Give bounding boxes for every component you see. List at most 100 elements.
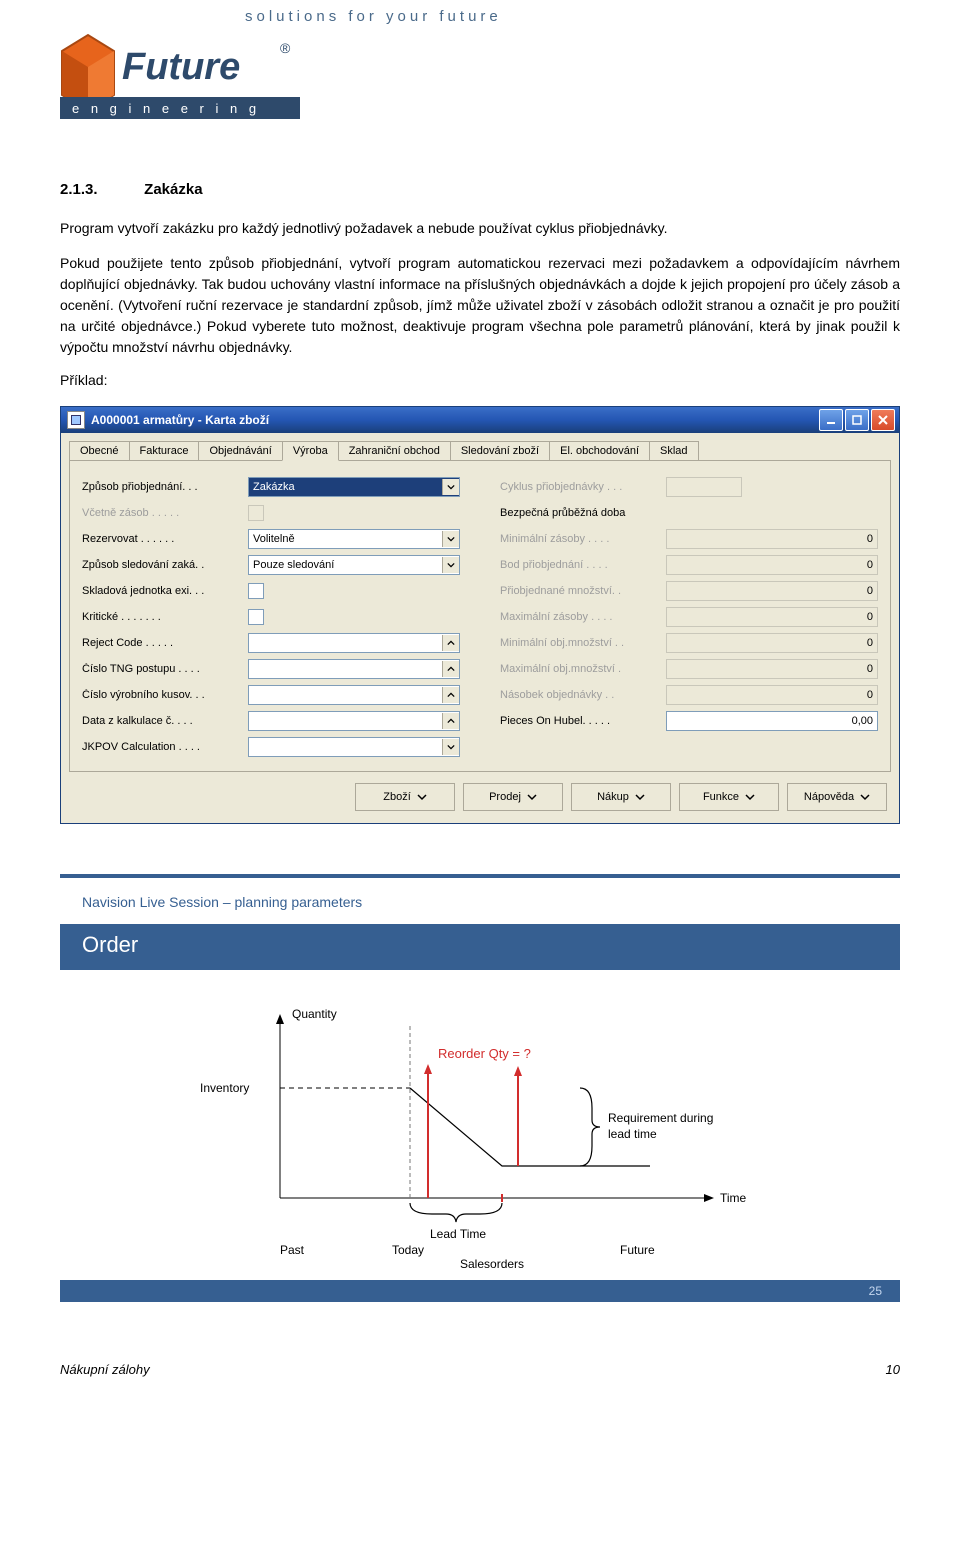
form-right-column: Cyklus přiobjednávky . . .Bezpečná průbě…: [500, 475, 878, 761]
dropdown-arrow-icon[interactable]: [442, 739, 459, 755]
field-label: Rezervovat . . . . . .: [82, 533, 242, 545]
numeric-field: 0: [666, 685, 878, 705]
prodej-button[interactable]: Prodej: [463, 783, 563, 811]
field-label: Způsob sledování zaká. .: [82, 559, 242, 571]
numeric-field: 0: [666, 659, 878, 679]
tab-page: Způsob přiobjednání. . . Zakázka Včetně zá…: [69, 460, 891, 772]
svg-text:Today: Today: [392, 1243, 424, 1257]
form-row: Způsob přiobjednání. . . Zakázka: [82, 475, 460, 499]
live-caption: Navision Live Session – planning paramet…: [60, 878, 900, 924]
field-label: Data z kalkulace č. . . .: [82, 715, 242, 727]
field-label: Násobek objednávky . .: [500, 689, 660, 701]
svg-text:®: ®: [280, 40, 291, 56]
svg-text:Future: Future: [122, 46, 240, 88]
field-label: Pieces On Hubel. . . . .: [500, 715, 660, 727]
dropdown-field[interactable]: Volitelně: [248, 529, 460, 549]
svg-text:Requirement during: Requirement during: [608, 1111, 713, 1125]
footer-right: 10: [886, 1362, 900, 1377]
section-title: Zakázka: [144, 181, 202, 198]
field-label: Minimální zásoby . . . .: [500, 533, 660, 545]
form-row: Reject Code . . . . .: [82, 631, 460, 655]
n-kup-button[interactable]: Nákup: [571, 783, 671, 811]
dropdown-field[interactable]: Zakázka: [248, 477, 460, 497]
svg-text:lead time: lead time: [608, 1127, 657, 1141]
form-left-column: Způsob přiobjednání. . . Zakázka Včetně zá…: [82, 475, 460, 761]
form-row: Maximální obj.množství . 0: [500, 657, 878, 681]
n-pov-da-button[interactable]: Nápověda: [787, 783, 887, 811]
lookup-arrow-icon[interactable]: [442, 635, 459, 651]
svg-text:Future: Future: [620, 1243, 655, 1257]
lookup-arrow-icon[interactable]: [442, 661, 459, 677]
field-label: Maximální zásoby . . . .: [500, 611, 660, 623]
dropdown-field[interactable]: Pouze sledování: [248, 555, 460, 575]
field-label: Skladová jednotka exi. . .: [82, 585, 242, 597]
numeric-field: 0: [666, 633, 878, 653]
maximize-button[interactable]: [845, 409, 869, 431]
svg-text:Past: Past: [280, 1243, 305, 1257]
svg-text:Time: Time: [720, 1191, 747, 1205]
tab-v-roba[interactable]: Výroba: [282, 441, 339, 461]
form-row: Bod přiobjednání . . . . 0: [500, 553, 878, 577]
svg-text:Salesorders: Salesorders: [460, 1257, 524, 1268]
field-label: Kritické . . . . . . .: [82, 611, 242, 623]
dropdown-field[interactable]: [248, 737, 460, 757]
numeric-field: 0: [666, 607, 878, 627]
form-row: Maximální zásoby . . . . 0: [500, 605, 878, 629]
lookup-arrow-icon[interactable]: [442, 687, 459, 703]
tab-sklad[interactable]: Sklad: [649, 441, 699, 461]
live-title-bar: Order: [60, 924, 900, 970]
window-app-icon: [67, 411, 85, 429]
field-label: Maximální obj.množství .: [500, 663, 660, 675]
tab-obecn-[interactable]: Obecné: [69, 441, 130, 461]
form-row: Včetně zásob . . . . .: [82, 501, 460, 525]
company-logo: Future ® e n g i n e e r i n g: [60, 31, 900, 121]
field-label: Číslo výrobního kusov. . .: [82, 689, 242, 701]
form-row: Násobek objednávky . . 0: [500, 683, 878, 707]
lookup-field[interactable]: [248, 685, 460, 705]
checkbox[interactable]: [248, 609, 264, 625]
form-row: Kritické . . . . . . .: [82, 605, 460, 629]
funkce-button[interactable]: Funkce: [679, 783, 779, 811]
lookup-field[interactable]: [248, 659, 460, 679]
paragraph-2: Pokud použijete tento způsob přiobjednán…: [60, 253, 900, 358]
checkbox[interactable]: [248, 583, 264, 599]
tab-sledov-n-zbo-[interactable]: Sledování zboží: [450, 441, 550, 461]
field-label: Včetně zásob . . . . .: [82, 507, 242, 519]
field-label: Číslo TNG postupu . . . .: [82, 663, 242, 675]
field-label: Bod přiobjednání . . . .: [500, 559, 660, 571]
zbo--button[interactable]: Zboží: [355, 783, 455, 811]
numeric-field: 0: [666, 529, 878, 549]
dropdown-arrow-icon[interactable]: [442, 557, 459, 573]
logo-subtext: e n g i n e e r i n g: [72, 101, 260, 116]
svg-text:Reorder Qty = ?: Reorder Qty = ?: [438, 1046, 531, 1061]
numeric-field: 0: [666, 555, 878, 575]
form-row: Minimální zásoby . . . . 0: [500, 527, 878, 551]
close-button[interactable]: [871, 409, 895, 431]
form-row: Číslo TNG postupu . . . .: [82, 657, 460, 681]
field-label: Způsob přiobjednání. . .: [82, 481, 242, 493]
checkbox: [248, 505, 264, 521]
lookup-arrow-icon[interactable]: [442, 713, 459, 729]
form-row: Skladová jednotka exi. . .: [82, 579, 460, 603]
dropdown-arrow-icon[interactable]: [442, 531, 459, 547]
minimize-button[interactable]: [819, 409, 843, 431]
form-row: Způsob sledování zaká. . Pouze sledování: [82, 553, 460, 577]
form-row: Data z kalkulace č. . . .: [82, 709, 460, 733]
numeric-field: 0: [666, 581, 878, 601]
tab-objedn-v-n-[interactable]: Objednávání: [198, 441, 282, 461]
form-row: Bezpečná průběžná doba: [500, 501, 878, 525]
form-row: Rezervovat . . . . . . Volitelně: [82, 527, 460, 551]
lookup-field[interactable]: [248, 711, 460, 731]
tab-el-obchodov-n-[interactable]: El. obchodování: [549, 441, 650, 461]
section-number: 2.1.3.: [60, 181, 140, 198]
numeric-field[interactable]: 0,00: [666, 711, 878, 731]
dropdown-arrow-icon[interactable]: [442, 479, 459, 495]
tab-zahrani-n-obchod[interactable]: Zahraniční obchod: [338, 441, 451, 461]
tab-fakturace[interactable]: Fakturace: [129, 441, 200, 461]
tagline: solutions for your future: [245, 8, 900, 25]
svg-text:Inventory: Inventory: [200, 1081, 249, 1095]
footer-left: Nákupní zálohy: [60, 1362, 150, 1377]
lookup-field[interactable]: [248, 633, 460, 653]
form-row: JKPOV Calculation . . . .: [82, 735, 460, 759]
field-label: Přiobjednané množství. .: [500, 585, 660, 597]
